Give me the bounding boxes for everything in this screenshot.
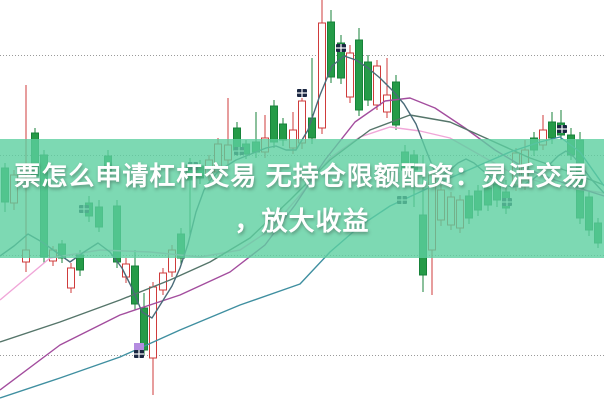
- candle-body: [67, 267, 75, 289]
- event-marker-purple: [134, 343, 144, 350]
- candle-body: [383, 94, 391, 113]
- headline-banner: 票怎么申请杠杆交易 无持仓限额配资：灵活交易 ，放大收益: [0, 139, 604, 258]
- candle-body: [308, 117, 316, 139]
- candle-body: [149, 286, 157, 359]
- candle-body: [364, 61, 372, 101]
- candle-body: [270, 105, 278, 143]
- candle-body: [279, 123, 287, 141]
- candle-body: [131, 265, 139, 305]
- candle-body: [337, 42, 345, 79]
- candle-body: [318, 22, 326, 129]
- candle-body: [346, 52, 354, 98]
- candle-body: [355, 39, 363, 111]
- candle-body: [327, 21, 335, 78]
- headline-line-2: ，放大收益: [234, 205, 370, 236]
- candle-body: [392, 81, 400, 126]
- headline-line-1: 票怎么申请杠杆交易 无持仓限额配资：灵活交易: [14, 160, 590, 191]
- candle-body: [373, 65, 381, 106]
- candle-body: [548, 121, 556, 139]
